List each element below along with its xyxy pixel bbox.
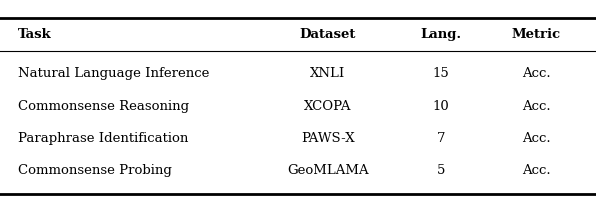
Text: XNLI: XNLI (310, 67, 346, 80)
Text: 10: 10 (433, 100, 449, 113)
Text: Task: Task (18, 28, 52, 41)
Text: 5: 5 (437, 164, 445, 177)
Text: Lang.: Lang. (420, 28, 462, 41)
Text: Acc.: Acc. (522, 132, 551, 145)
Text: Dataset: Dataset (300, 28, 356, 41)
Text: Natural Language Inference: Natural Language Inference (18, 67, 209, 80)
Text: Acc.: Acc. (522, 100, 551, 113)
Text: Commonsense Reasoning: Commonsense Reasoning (18, 100, 189, 113)
Text: Acc.: Acc. (522, 164, 551, 177)
Text: 7: 7 (437, 132, 445, 145)
Text: Paraphrase Identification: Paraphrase Identification (18, 132, 188, 145)
Text: Commonsense Probing: Commonsense Probing (18, 164, 172, 177)
Text: PAWS-X: PAWS-X (301, 132, 355, 145)
Text: XCOPA: XCOPA (304, 100, 352, 113)
Text: Acc.: Acc. (522, 67, 551, 80)
Text: 15: 15 (433, 67, 449, 80)
Text: Metric: Metric (512, 28, 561, 41)
Text: GeoMLAMA: GeoMLAMA (287, 164, 368, 177)
